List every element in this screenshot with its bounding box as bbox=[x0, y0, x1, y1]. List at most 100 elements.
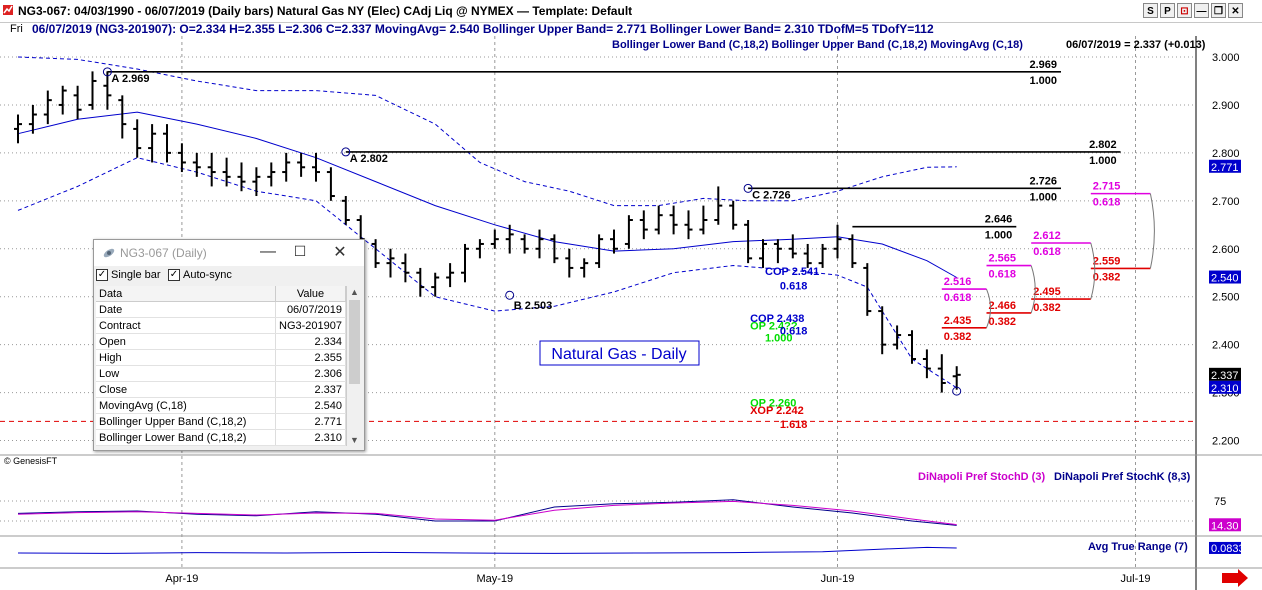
projection-annotation: 1.618 bbox=[780, 419, 808, 431]
ohlc-bar bbox=[446, 263, 455, 288]
ohlc-bar bbox=[803, 243, 812, 268]
ohlc-bar bbox=[326, 167, 335, 201]
ohlc-bar bbox=[505, 224, 514, 254]
table-row: Bollinger Upper Band (C,18,2) 2.771 bbox=[96, 413, 346, 430]
copyright-label: © GenesisFT bbox=[4, 456, 58, 466]
scroll-right-arrow-icon[interactable] bbox=[1222, 569, 1248, 587]
moving-average-line bbox=[17, 111, 957, 278]
ohlc-bar bbox=[461, 243, 469, 283]
row-value: 2.540 bbox=[275, 397, 346, 414]
ohlc-bar bbox=[475, 239, 484, 259]
ohlc-bar bbox=[177, 143, 186, 173]
chart-app-icon bbox=[3, 5, 13, 15]
stochd-legend: DiNapoli Pref StochD (3) bbox=[918, 471, 1045, 483]
fib-level-label: 2.565 bbox=[989, 253, 1017, 265]
ohlc-bar bbox=[490, 229, 499, 249]
ohlc-bar bbox=[237, 162, 246, 192]
scroll-down-icon[interactable]: ▼ bbox=[350, 435, 359, 445]
satellite-icon bbox=[103, 248, 115, 258]
data-window-close-button[interactable]: ✕ bbox=[333, 244, 347, 261]
p-button[interactable]: P bbox=[1160, 3, 1175, 18]
fib-level-label: 2.715 bbox=[1093, 181, 1121, 193]
ohlc-bar bbox=[833, 224, 842, 259]
row-label: MovingAvg (C,18) bbox=[96, 397, 276, 414]
swing-level-ratio: 1.000 bbox=[985, 230, 1013, 242]
row-value: 2.310 bbox=[275, 429, 346, 446]
data-window[interactable]: NG3-067 (Daily) — ☐ ✕ ✓ Single bar ✓ Auto-… bbox=[93, 239, 365, 451]
y-tick-label: 2.400 bbox=[1212, 340, 1240, 352]
ohlc-bar bbox=[297, 152, 306, 177]
ohlc-bar bbox=[595, 234, 604, 268]
stoch-tick-label: 75 bbox=[1214, 496, 1226, 508]
price-tag bbox=[1209, 367, 1241, 381]
column-header-data[interactable]: Data bbox=[96, 286, 276, 302]
data-window-maximize-button[interactable]: ☐ bbox=[293, 243, 307, 259]
ohlc-bar bbox=[744, 219, 753, 264]
projection-annotation: OP 2.260 bbox=[750, 397, 796, 409]
swing-level-label: 2.969 bbox=[1029, 59, 1057, 71]
row-label: High bbox=[96, 349, 276, 366]
projection-annotation: 0.618 bbox=[780, 280, 808, 292]
ohlc-bar bbox=[580, 258, 589, 278]
ohlc-bar bbox=[371, 239, 380, 268]
price-tag-label: 2.337 bbox=[1211, 370, 1239, 382]
table-row: Bollinger Lower Band (C,18,2) 2.310 bbox=[96, 429, 346, 446]
fib-level-ratio: 0.618 bbox=[944, 292, 972, 304]
scroll-up-icon[interactable]: ▲ bbox=[350, 287, 359, 297]
table-row: Open 2.334 bbox=[96, 333, 346, 350]
row-value: NG3-201907 bbox=[275, 317, 346, 334]
ohlc-bar bbox=[818, 243, 827, 268]
y-tick-label: 2.500 bbox=[1212, 292, 1240, 304]
x-tick-label: Jun-19 bbox=[821, 573, 855, 585]
minimize-button[interactable]: — bbox=[1194, 3, 1209, 18]
fib-level-label: 2.516 bbox=[944, 276, 972, 288]
scroll-thumb[interactable] bbox=[349, 300, 360, 384]
single-bar-label: Single bar bbox=[111, 269, 161, 281]
y-tick-label: 3.000 bbox=[1212, 52, 1240, 64]
stoch-value-tag bbox=[1209, 518, 1241, 532]
ohlc-bar bbox=[922, 349, 931, 379]
y-tick-label: 2.900 bbox=[1212, 100, 1240, 112]
data-window-minimize-button[interactable]: — bbox=[260, 243, 276, 260]
stoch-value-label: 14.30 bbox=[1211, 520, 1239, 532]
ohlc-bar bbox=[192, 152, 201, 177]
fib-level-label: 2.612 bbox=[1033, 230, 1061, 242]
ohlc-bar bbox=[773, 239, 782, 264]
price-tag bbox=[1209, 380, 1241, 394]
fib-level-label: 2.466 bbox=[989, 300, 1017, 312]
swing-level-ratio: 1.000 bbox=[1029, 191, 1057, 203]
window-title: NG3-067: 04/03/1990 - 06/07/2019 (Daily … bbox=[18, 4, 633, 18]
row-label: Bollinger Lower Band (C,18,2) bbox=[96, 429, 276, 446]
price-chart[interactable]: 3.0002.9002.8002.7002.6002.5002.4002.300… bbox=[0, 36, 1262, 590]
bollinger-upper-line bbox=[17, 56, 957, 207]
atr-line bbox=[17, 546, 957, 554]
swing-level-label: 2.646 bbox=[985, 214, 1013, 226]
close-button[interactable]: ✕ bbox=[1228, 3, 1243, 18]
swing-point-label: C 2.726 bbox=[752, 189, 791, 201]
restore-button[interactable]: ❐ bbox=[1211, 3, 1226, 18]
quote-infobar: Fri 06/07/2019 (NG3-201907): O=2.334 H=2… bbox=[0, 22, 1262, 36]
swing-point-label: A 2.802 bbox=[350, 153, 388, 165]
ohlc-bar bbox=[133, 119, 142, 158]
detach-icon[interactable]: ⊡ bbox=[1177, 3, 1192, 18]
column-header-value[interactable]: Value bbox=[275, 286, 346, 302]
price-tag-label: 2.540 bbox=[1211, 273, 1239, 285]
projection-annotation: 0.618 bbox=[780, 326, 808, 338]
projection-annotation: 1.000 bbox=[765, 332, 793, 344]
ohlc-bar bbox=[639, 210, 648, 240]
atr-value-label: 0.0833 bbox=[1211, 543, 1245, 555]
auto-sync-checkbox[interactable]: ✓ Auto-sync bbox=[168, 269, 232, 282]
single-bar-checkbox[interactable]: ✓ Single bar bbox=[96, 269, 161, 282]
data-window-scrollbar[interactable]: ▲ ▼ bbox=[346, 286, 363, 446]
last-price-summary: 06/07/2019 = 2.337 (+0.013) bbox=[1066, 39, 1206, 51]
ohlc-bar bbox=[401, 253, 410, 283]
fib-level-ratio: 0.618 bbox=[989, 269, 1017, 281]
ohlc-bar bbox=[565, 248, 574, 278]
ohlc-bar bbox=[416, 267, 425, 297]
projection-annotation: OP 2.4?? bbox=[750, 320, 798, 332]
s-button[interactable]: S bbox=[1143, 3, 1158, 18]
ohlc-bar bbox=[252, 167, 261, 197]
data-window-titlebar[interactable]: NG3-067 (Daily) — ☐ ✕ bbox=[94, 240, 364, 266]
ohlc-bar bbox=[267, 162, 276, 187]
ohlc-bar bbox=[669, 205, 678, 235]
